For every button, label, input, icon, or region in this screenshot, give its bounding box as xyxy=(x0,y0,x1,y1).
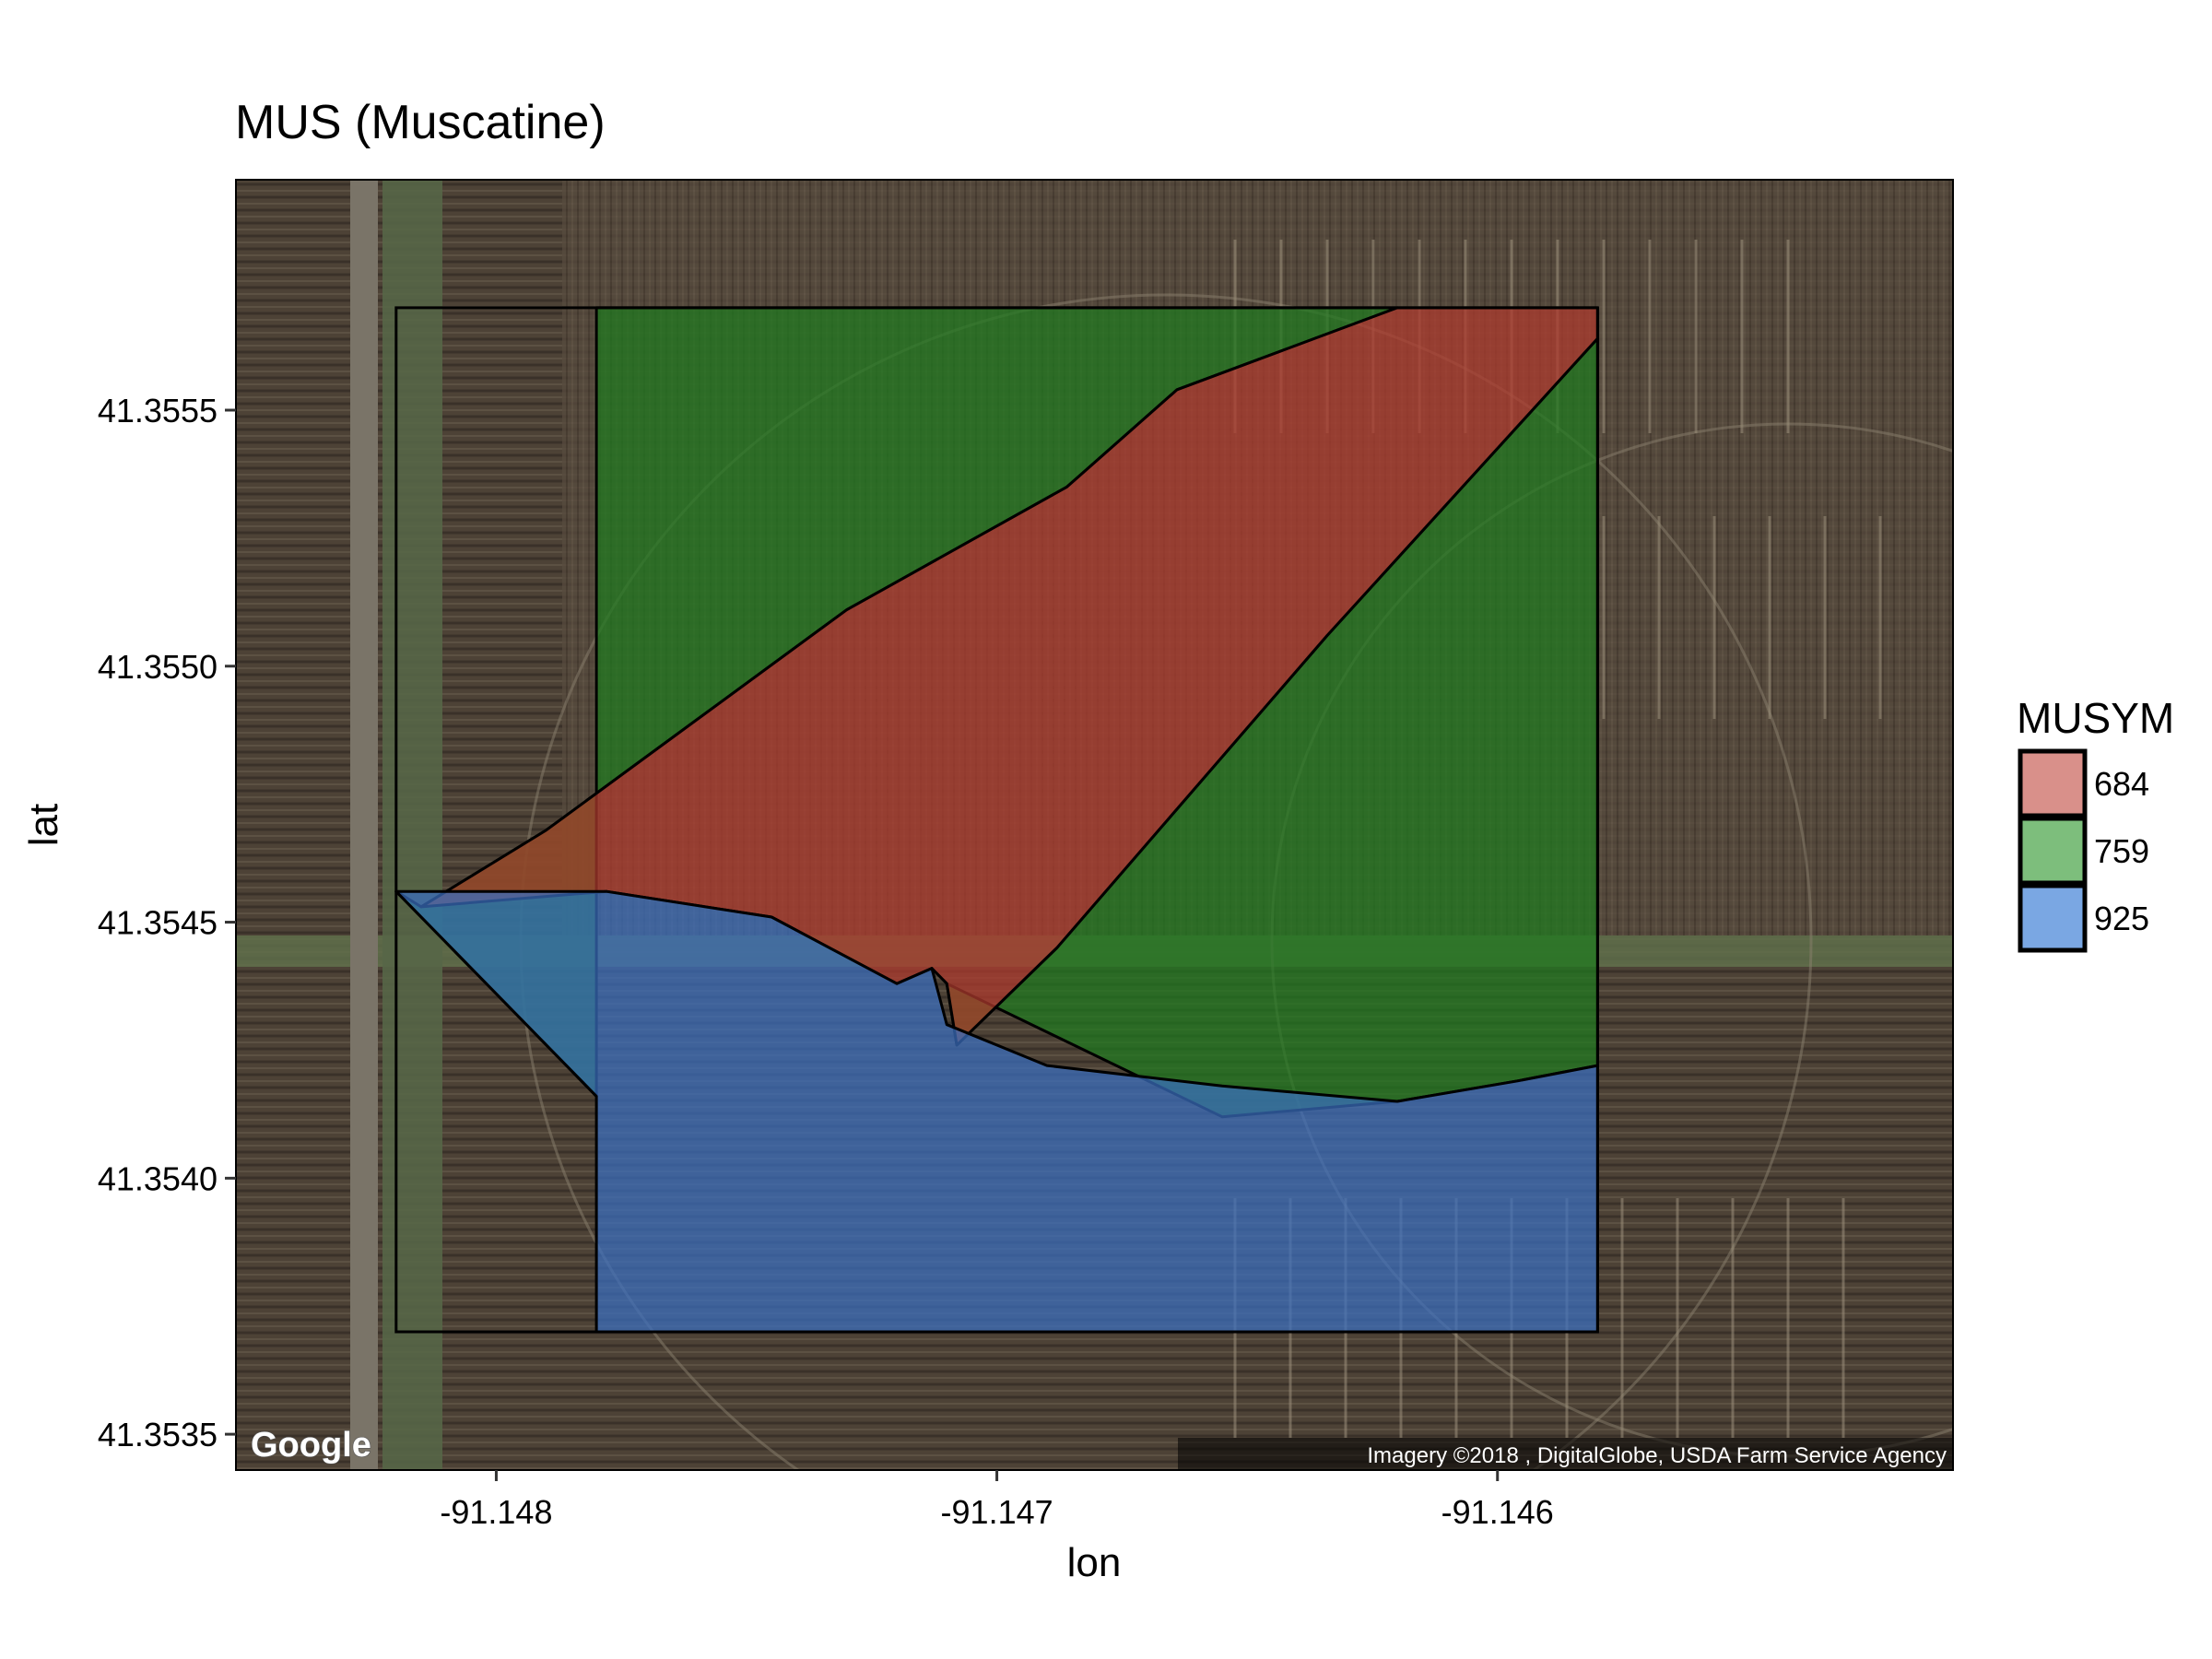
x-tick-label: -91.148 xyxy=(440,1493,552,1531)
legend-label-759: 759 xyxy=(2094,832,2149,870)
soil-polygons xyxy=(394,306,1599,1334)
y-tick-label: 41.3550 xyxy=(98,648,218,686)
y-tick-label: 41.3545 xyxy=(98,904,218,942)
y-axis: 41.3535 41.3540 41.3545 41.3550 41.3555 xyxy=(98,392,236,1453)
y-axis-title: lat xyxy=(21,804,66,846)
google-logo: Google xyxy=(251,1426,371,1465)
x-axis: -91.148 -91.147 -91.146 xyxy=(440,1470,1554,1531)
legend-swatch-759 xyxy=(2018,816,2088,886)
area-of-interest-outline xyxy=(394,306,1599,1334)
legend-label-925: 925 xyxy=(2094,900,2149,937)
map-title: MUS (Muscatine) xyxy=(235,96,606,149)
legend-title: MUSYM xyxy=(2017,694,2174,742)
x-tick-label: -91.147 xyxy=(941,1493,1053,1531)
attribution-bar xyxy=(1178,1438,1953,1470)
y-tick-label: 41.3535 xyxy=(98,1416,218,1453)
legend-item-925: 925 xyxy=(2018,883,2149,953)
legend-swatch-925 xyxy=(2018,883,2088,953)
map-panel: Google Imagery ©2018 , DigitalGlobe, USD… xyxy=(235,179,1954,1471)
legend-label-684: 684 xyxy=(2094,765,2149,803)
y-tick-label: 41.3540 xyxy=(98,1159,218,1197)
y-tick-label: 41.3555 xyxy=(98,392,218,429)
legend: MUSYM 684 759 925 xyxy=(2017,694,2174,953)
legend-swatch-684 xyxy=(2018,748,2088,818)
x-axis-title: lon xyxy=(1067,1540,1122,1585)
legend-item-759: 759 xyxy=(2018,816,2149,886)
panel-border xyxy=(235,179,1954,1471)
x-tick-label: -91.146 xyxy=(1441,1493,1554,1531)
imagery-attribution: Imagery ©2018 , DigitalGlobe, USDA Farm … xyxy=(1367,1443,1947,1468)
legend-item-684: 684 xyxy=(2018,748,2149,818)
